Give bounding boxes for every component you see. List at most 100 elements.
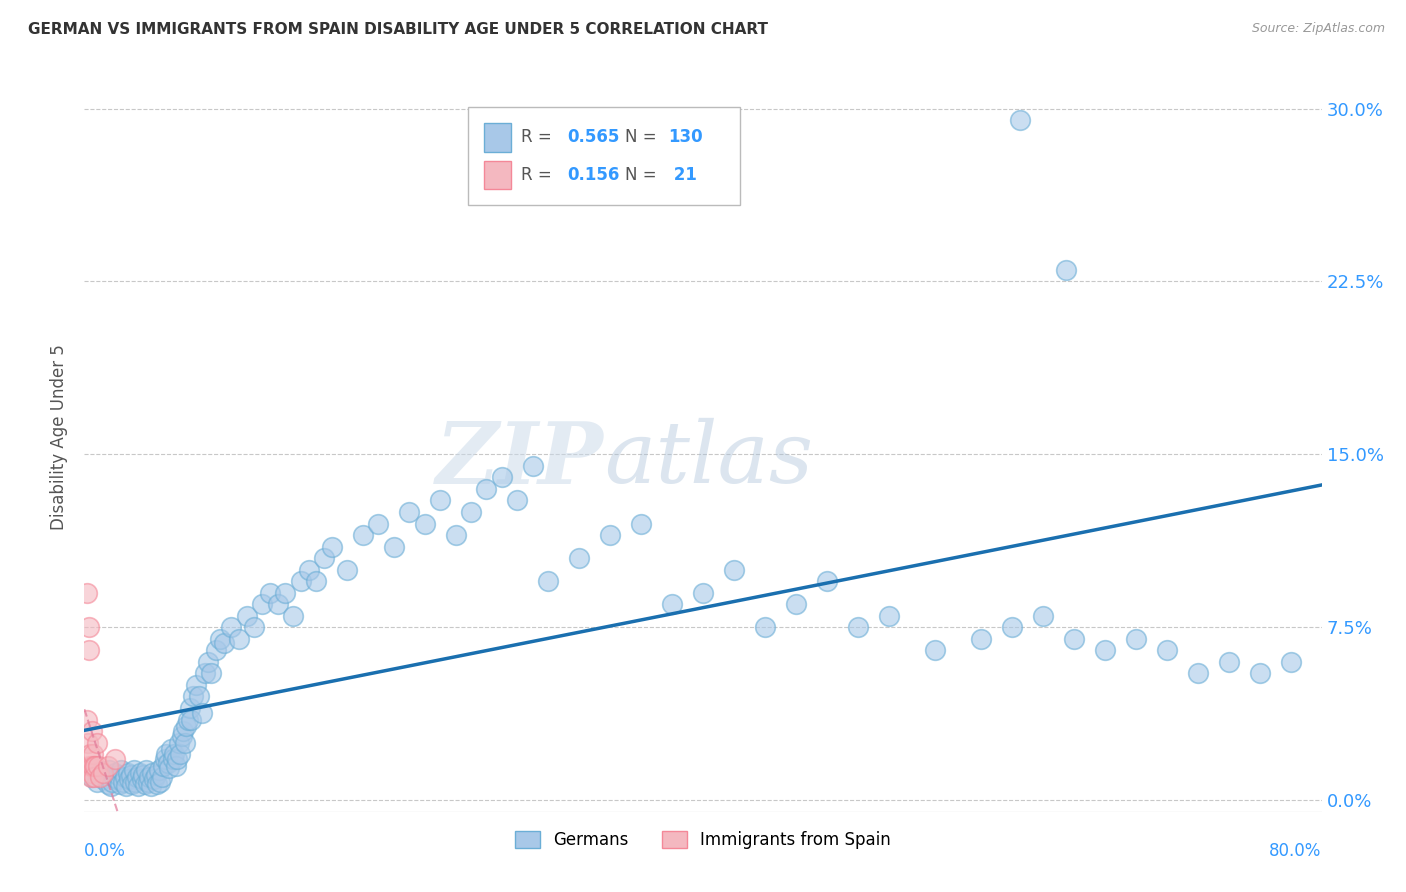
Point bbox=[91, 772, 114, 787]
Point bbox=[79, 747, 101, 761]
Point bbox=[187, 690, 209, 704]
Point bbox=[101, 774, 124, 789]
Point bbox=[89, 765, 111, 780]
Point bbox=[228, 632, 250, 646]
Text: R =: R = bbox=[522, 128, 557, 146]
Point bbox=[166, 752, 188, 766]
Point bbox=[815, 574, 838, 589]
Text: Source: ZipAtlas.com: Source: ZipAtlas.com bbox=[1251, 22, 1385, 36]
Point bbox=[924, 643, 946, 657]
Point bbox=[114, 770, 136, 784]
Point bbox=[274, 585, 297, 599]
Point bbox=[98, 763, 121, 777]
Point bbox=[80, 770, 103, 784]
Text: 0.565: 0.565 bbox=[567, 128, 619, 146]
Point bbox=[846, 620, 869, 634]
Point bbox=[661, 597, 683, 611]
Point bbox=[1125, 632, 1147, 646]
Point bbox=[91, 765, 114, 780]
Point bbox=[122, 763, 145, 777]
Text: 130: 130 bbox=[668, 128, 703, 146]
Point bbox=[104, 765, 127, 780]
Point bbox=[124, 774, 146, 789]
Point bbox=[382, 540, 405, 554]
Point bbox=[1249, 666, 1271, 681]
Point bbox=[305, 574, 328, 589]
Point bbox=[115, 780, 138, 794]
Point bbox=[1218, 655, 1240, 669]
Point bbox=[1063, 632, 1085, 646]
Point bbox=[117, 765, 139, 780]
Text: N =: N = bbox=[626, 166, 662, 184]
Point bbox=[723, 563, 745, 577]
Legend: Germans, Immigrants from Spain: Germans, Immigrants from Spain bbox=[509, 824, 897, 855]
Point bbox=[877, 608, 900, 623]
Point bbox=[491, 470, 513, 484]
Point bbox=[179, 701, 201, 715]
Point bbox=[152, 758, 174, 772]
Point bbox=[191, 706, 214, 720]
Point bbox=[235, 608, 259, 623]
Point bbox=[139, 780, 162, 794]
Point bbox=[86, 774, 108, 789]
Point bbox=[138, 770, 160, 784]
Point bbox=[398, 505, 420, 519]
Point bbox=[367, 516, 389, 531]
FancyBboxPatch shape bbox=[484, 161, 512, 189]
Point bbox=[754, 620, 776, 634]
Point bbox=[1094, 643, 1116, 657]
Point bbox=[413, 516, 436, 531]
Point bbox=[1032, 608, 1054, 623]
Text: ZIP: ZIP bbox=[436, 417, 605, 501]
Point bbox=[165, 758, 187, 772]
Point bbox=[82, 724, 104, 739]
Point bbox=[176, 719, 198, 733]
Text: 21: 21 bbox=[668, 166, 697, 184]
Point bbox=[89, 770, 111, 784]
Text: 0.0%: 0.0% bbox=[84, 842, 127, 860]
Point bbox=[298, 563, 321, 577]
Point bbox=[1001, 620, 1024, 634]
Point bbox=[460, 505, 482, 519]
Point bbox=[159, 761, 180, 775]
Point bbox=[82, 770, 104, 784]
Point bbox=[131, 772, 153, 787]
Point bbox=[103, 770, 125, 784]
Point bbox=[429, 493, 451, 508]
Point bbox=[167, 735, 190, 749]
Point bbox=[76, 585, 98, 599]
Point bbox=[1279, 655, 1302, 669]
Point bbox=[96, 758, 118, 772]
Point bbox=[121, 777, 143, 791]
Point bbox=[156, 756, 179, 771]
Point bbox=[522, 458, 544, 473]
Point bbox=[250, 597, 273, 611]
Point bbox=[135, 763, 157, 777]
Point bbox=[129, 765, 152, 780]
Y-axis label: Disability Age Under 5: Disability Age Under 5 bbox=[51, 344, 69, 530]
Point bbox=[83, 770, 105, 784]
Point bbox=[160, 742, 183, 756]
Point bbox=[94, 768, 117, 782]
Text: GERMAN VS IMMIGRANTS FROM SPAIN DISABILITY AGE UNDER 5 CORRELATION CHART: GERMAN VS IMMIGRANTS FROM SPAIN DISABILI… bbox=[28, 22, 768, 37]
Point bbox=[145, 768, 167, 782]
Point bbox=[82, 758, 104, 772]
Point bbox=[281, 608, 305, 623]
Point bbox=[127, 780, 149, 794]
Point bbox=[336, 563, 359, 577]
Point bbox=[259, 585, 281, 599]
Point bbox=[599, 528, 621, 542]
Point bbox=[630, 516, 652, 531]
Point bbox=[86, 735, 108, 749]
Text: atlas: atlas bbox=[605, 418, 813, 501]
Point bbox=[76, 713, 98, 727]
Point bbox=[170, 729, 193, 743]
Point bbox=[149, 774, 172, 789]
Point bbox=[150, 770, 173, 784]
Text: R =: R = bbox=[522, 166, 557, 184]
Point bbox=[221, 620, 243, 634]
Point bbox=[118, 772, 141, 787]
Point bbox=[212, 636, 235, 650]
Point bbox=[143, 772, 166, 787]
Text: 80.0%: 80.0% bbox=[1270, 842, 1322, 860]
